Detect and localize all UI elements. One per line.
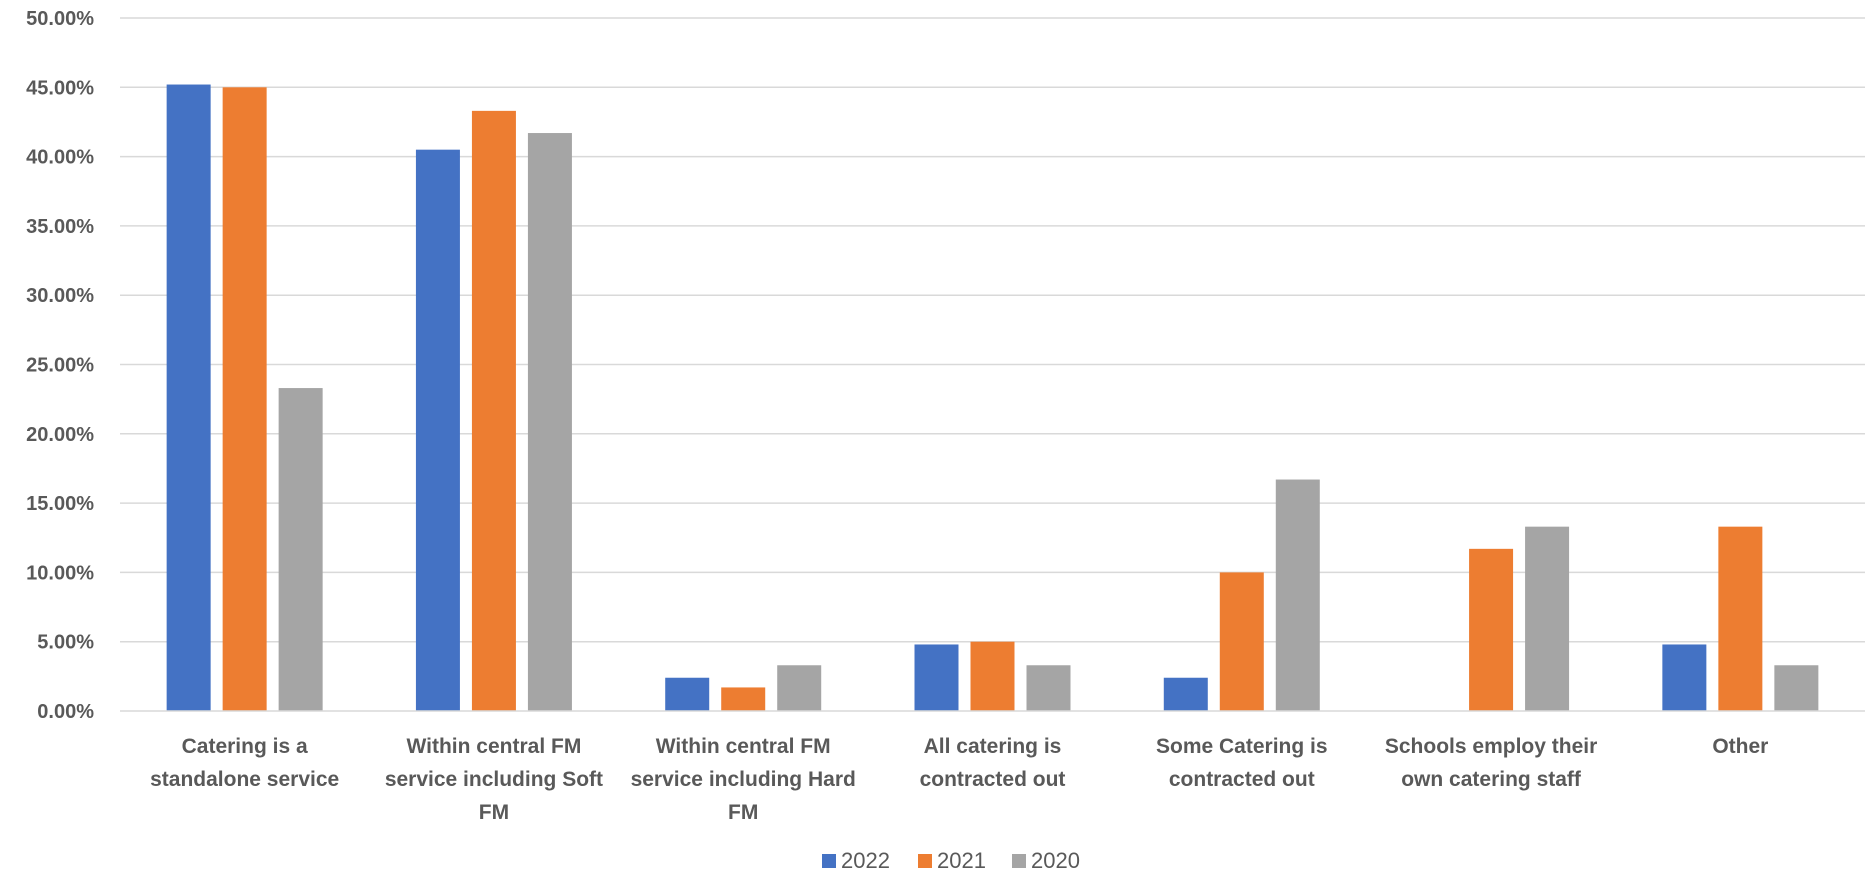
gridlines	[120, 17, 1865, 643]
category-label: All catering is contracted out	[920, 735, 1066, 791]
bar-2022	[1163, 677, 1208, 711]
y-tick-label: 45.00%	[26, 77, 94, 99]
category-label: Other	[1712, 735, 1768, 758]
category-label: Schools employ their own catering staff	[1385, 735, 1597, 791]
bar-2020	[1275, 479, 1320, 711]
legend: 2022 2021 2020	[822, 848, 1080, 873]
category-label: Some Catering is contracted out	[1156, 735, 1328, 791]
y-tick-label: 5.00%	[37, 632, 94, 654]
bars	[166, 84, 1819, 712]
bar-2021	[721, 687, 766, 711]
y-tick-label: 50.00%	[26, 8, 94, 30]
bar-2021	[471, 110, 516, 711]
bar-2020	[777, 665, 822, 711]
bar-2020	[527, 133, 572, 712]
bar-2020	[278, 388, 323, 711]
y-tick-label: 30.00%	[26, 285, 94, 307]
bar-2021	[1469, 548, 1514, 711]
y-tick-label: 35.00%	[26, 216, 94, 238]
category-label: Catering is a standalone service	[150, 735, 339, 791]
bar-2022	[415, 149, 460, 712]
legend-label: 2022	[841, 848, 890, 873]
legend-swatch	[1012, 854, 1026, 868]
bar-2022	[166, 84, 211, 711]
x-axis: Catering is a standalone service Within ce…	[120, 710, 1865, 824]
y-tick-label: 20.00%	[26, 424, 94, 446]
legend-swatch	[822, 854, 836, 868]
bar-2022	[665, 677, 710, 711]
y-tick-label: 25.00%	[26, 355, 94, 377]
y-tick-label: 15.00%	[26, 493, 94, 515]
legend-swatch	[918, 854, 932, 868]
bar-2022	[1662, 644, 1707, 711]
bar-2021	[970, 641, 1015, 711]
category-label: Within central FM service including Hard F…	[631, 735, 856, 824]
bar-2021	[1219, 572, 1264, 711]
y-tick-label: 0.00%	[37, 701, 94, 723]
y-axis: 0.00% 5.00% 10.00% 15.00% 20.00% 25.00% 30.00%…	[26, 8, 94, 723]
bar-2021	[222, 87, 267, 712]
y-tick-label: 40.00%	[26, 147, 94, 169]
bar-2021	[1718, 526, 1763, 711]
y-tick-label: 10.00%	[26, 562, 94, 584]
legend-label: 2020	[1031, 848, 1080, 873]
bar-2020	[1774, 665, 1819, 711]
bar-2022	[914, 644, 959, 711]
legend-label: 2021	[937, 848, 986, 873]
category-label: Within central FM service including Soft F…	[385, 735, 603, 824]
bar-2020	[1026, 665, 1071, 711]
bar-2020	[1525, 526, 1570, 711]
